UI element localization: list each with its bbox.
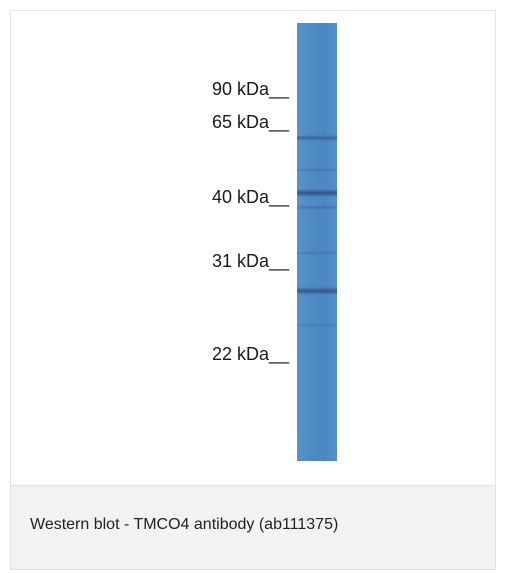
figure-card: 90 kDa__ 65 kDa__ 40 kDa__ 31 kDa__ 22 k…: [10, 10, 496, 570]
blot-band: [297, 189, 337, 197]
marker-label-40kda: 40 kDa__: [211, 187, 289, 207]
western-blot-image: 90 kDa__ 65 kDa__ 40 kDa__ 31 kDa__ 22 k…: [11, 11, 495, 485]
marker-label-65kda: 65 kDa__: [211, 112, 289, 132]
caption-area: Western blot - TMCO4 antibody (ab111375): [11, 485, 495, 569]
blot-band: [297, 251, 337, 255]
marker-label-22kda: 22 kDa__: [211, 344, 289, 364]
blot-band: [297, 205, 337, 210]
blot-band: [297, 323, 337, 327]
figure-caption: Western blot - TMCO4 antibody (ab111375): [30, 516, 339, 533]
blot-lane: [297, 23, 337, 461]
blot-band: [297, 135, 337, 141]
blot-band: [297, 287, 337, 295]
marker-label-90kda: 90 kDa__: [211, 79, 289, 99]
blot-band: [297, 168, 337, 172]
marker-label-31kda: 31 kDa__: [211, 251, 289, 271]
